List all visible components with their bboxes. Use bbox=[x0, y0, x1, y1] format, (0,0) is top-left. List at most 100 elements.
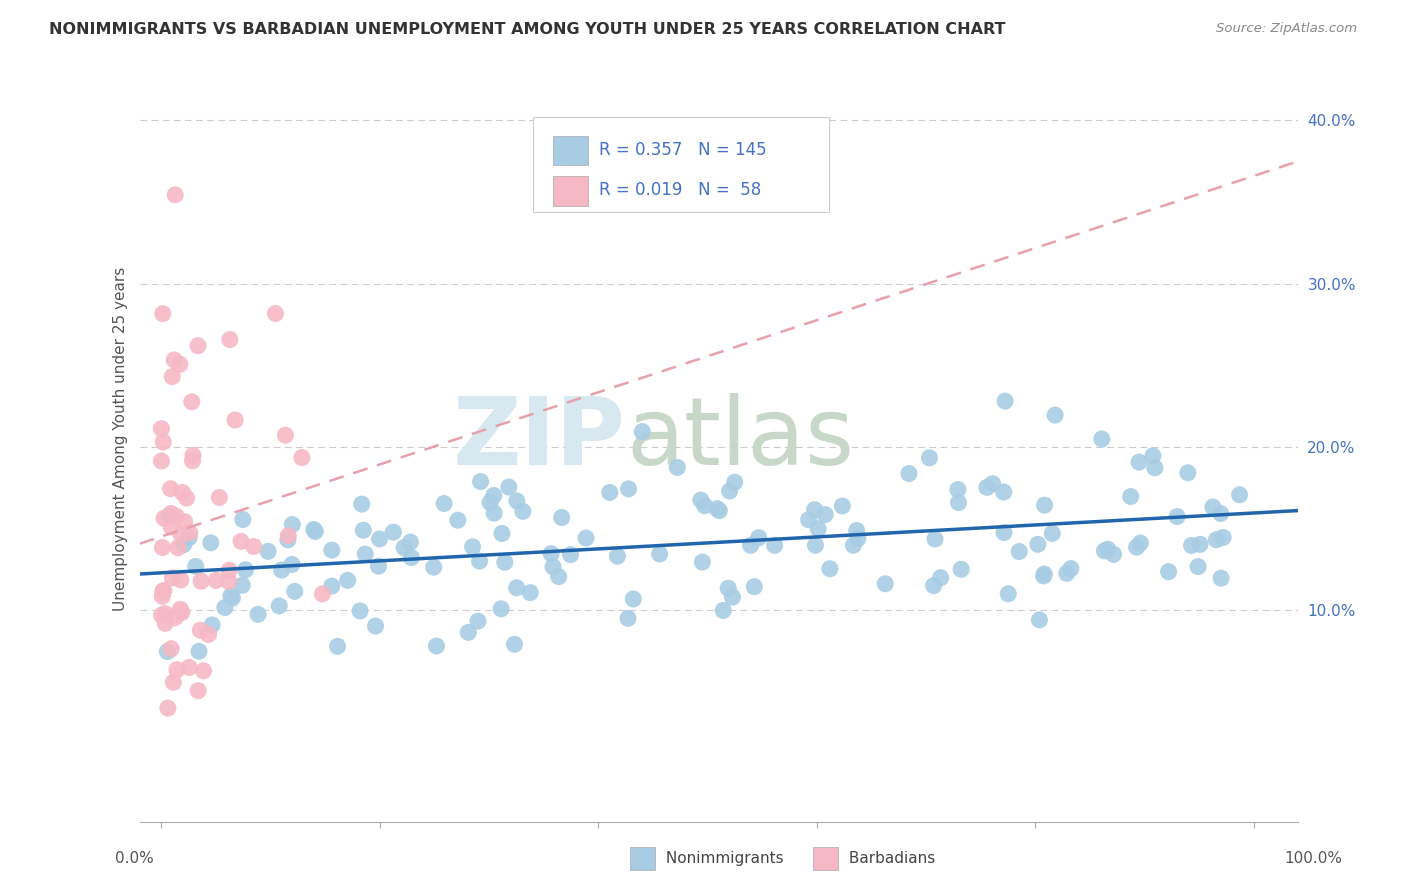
Point bbox=[162, 369, 184, 384]
Point bbox=[277, 533, 299, 547]
Point bbox=[156, 644, 179, 658]
Point bbox=[1212, 531, 1234, 545]
Point bbox=[190, 574, 212, 589]
Point bbox=[221, 591, 243, 606]
Point bbox=[179, 531, 201, 545]
Point bbox=[349, 604, 371, 618]
Point bbox=[150, 454, 173, 468]
Point bbox=[648, 547, 671, 561]
Text: Barbadians: Barbadians bbox=[844, 851, 935, 865]
Point bbox=[818, 562, 841, 576]
Point bbox=[498, 480, 520, 494]
Point bbox=[693, 499, 716, 513]
Point bbox=[184, 559, 207, 574]
Point bbox=[1091, 432, 1114, 446]
Point bbox=[304, 524, 326, 539]
Point bbox=[519, 585, 541, 599]
Point bbox=[922, 579, 945, 593]
Point bbox=[219, 589, 242, 603]
Point bbox=[218, 563, 240, 577]
Point bbox=[163, 611, 186, 625]
Point bbox=[711, 603, 734, 617]
Point bbox=[160, 520, 183, 534]
Point bbox=[187, 683, 209, 698]
Point bbox=[399, 535, 422, 549]
Text: Nonimmigrants: Nonimmigrants bbox=[661, 851, 783, 865]
Point bbox=[159, 482, 181, 496]
Point bbox=[153, 616, 176, 631]
Point bbox=[179, 525, 201, 540]
Point bbox=[1040, 526, 1063, 541]
Point bbox=[392, 541, 415, 555]
Point bbox=[1205, 533, 1227, 547]
Point bbox=[160, 507, 183, 521]
Point bbox=[150, 422, 173, 436]
Point bbox=[425, 639, 447, 653]
Point bbox=[1097, 542, 1119, 557]
FancyBboxPatch shape bbox=[553, 136, 588, 165]
Point bbox=[422, 560, 444, 574]
Point bbox=[382, 525, 405, 540]
Point bbox=[706, 501, 728, 516]
Point bbox=[326, 640, 349, 654]
Point bbox=[846, 532, 869, 546]
Point bbox=[1209, 571, 1232, 585]
Point bbox=[718, 484, 741, 499]
Point bbox=[709, 503, 731, 517]
Point bbox=[742, 580, 765, 594]
Point bbox=[540, 547, 562, 561]
Point bbox=[180, 394, 202, 409]
Point bbox=[166, 663, 188, 677]
Point bbox=[172, 485, 194, 500]
Point bbox=[367, 559, 389, 574]
Point bbox=[218, 333, 240, 347]
Point bbox=[918, 450, 941, 465]
Text: NONIMMIGRANTS VS BARBADIAN UNEMPLOYMENT AMONG YOUTH UNDER 25 YEARS CORRELATION C: NONIMMIGRANTS VS BARBADIAN UNEMPLOYMENT … bbox=[49, 22, 1005, 37]
Point bbox=[479, 495, 502, 509]
Point bbox=[153, 607, 176, 621]
Point bbox=[150, 590, 173, 604]
Point bbox=[505, 581, 527, 595]
Point bbox=[162, 571, 184, 585]
Point bbox=[281, 558, 304, 572]
Point bbox=[845, 524, 868, 538]
Point bbox=[797, 513, 820, 527]
Point bbox=[152, 541, 174, 555]
Point bbox=[173, 515, 195, 529]
Point bbox=[336, 574, 359, 588]
Point bbox=[167, 541, 190, 555]
Point bbox=[364, 619, 387, 633]
Point bbox=[631, 425, 654, 439]
Point bbox=[169, 602, 191, 616]
Point bbox=[831, 499, 853, 513]
Point bbox=[354, 547, 377, 561]
Point bbox=[157, 509, 180, 524]
Point bbox=[156, 701, 179, 715]
Text: R = 0.357   N = 145: R = 0.357 N = 145 bbox=[599, 141, 766, 159]
Text: Source: ZipAtlas.com: Source: ZipAtlas.com bbox=[1216, 22, 1357, 36]
Point bbox=[170, 573, 193, 587]
Point bbox=[150, 608, 173, 623]
Point bbox=[1128, 455, 1150, 469]
Point bbox=[224, 413, 246, 427]
Point bbox=[165, 509, 187, 524]
Point bbox=[352, 523, 374, 537]
Point bbox=[1125, 540, 1147, 554]
Point bbox=[717, 581, 740, 595]
Point bbox=[257, 544, 280, 558]
Point bbox=[803, 502, 825, 516]
FancyBboxPatch shape bbox=[553, 177, 588, 205]
Point bbox=[804, 538, 827, 552]
Point bbox=[1033, 498, 1056, 512]
Point bbox=[457, 625, 479, 640]
Point bbox=[152, 307, 174, 321]
Point bbox=[807, 522, 830, 536]
Point bbox=[468, 554, 491, 568]
Point bbox=[401, 550, 423, 565]
Point bbox=[981, 476, 1004, 491]
Point bbox=[1060, 561, 1083, 575]
Point bbox=[1209, 507, 1232, 521]
Point bbox=[1028, 613, 1050, 627]
Point bbox=[948, 495, 970, 509]
Point bbox=[187, 339, 209, 353]
